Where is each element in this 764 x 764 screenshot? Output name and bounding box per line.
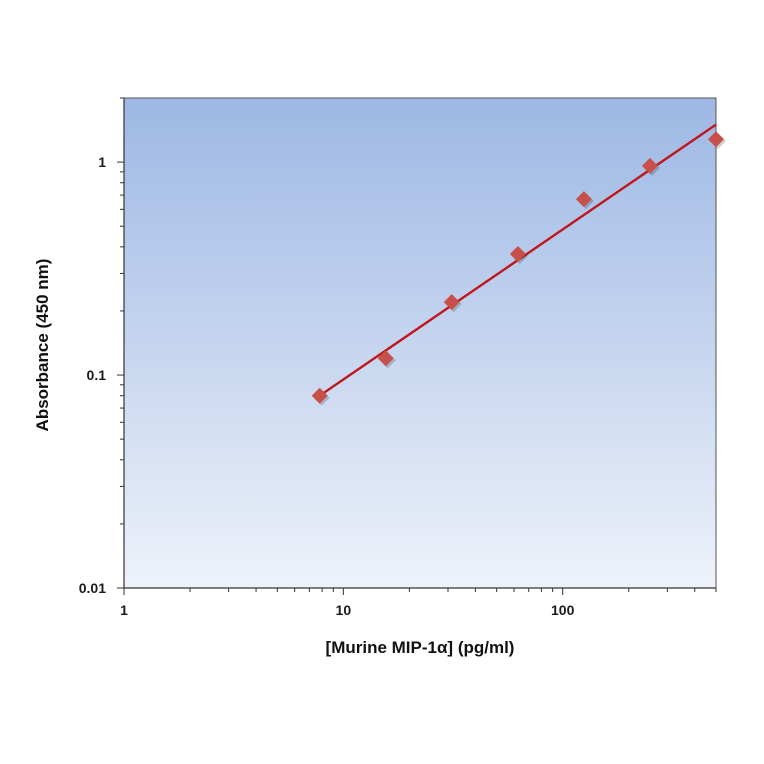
x-tick-label: 100: [551, 602, 575, 618]
x-axis-tick-labels: 1 10 100: [120, 602, 574, 618]
y-axis-tick-labels: 0.01 0.1 1: [79, 154, 106, 596]
data-point: [311, 387, 328, 404]
axis-ticks: [117, 97, 717, 595]
data-point: [443, 294, 460, 311]
x-tick-label: 10: [336, 602, 352, 618]
data-point: [377, 350, 394, 367]
y-tick-label: 1: [98, 154, 106, 170]
data-point: [641, 157, 658, 174]
data-point: [708, 131, 724, 148]
x-axis-title: [Murine MIP-1α] (pg/ml): [326, 638, 515, 657]
data-point: [575, 191, 592, 208]
y-axis-title: Absorbance (450 nm): [33, 259, 52, 432]
x-tick-label: 1: [120, 602, 128, 618]
data-point: [509, 246, 526, 263]
y-tick-label: 0.01: [79, 580, 106, 596]
y-tick-label: 0.1: [87, 367, 107, 383]
plot-area: [123, 97, 717, 589]
data-points: [311, 131, 726, 406]
